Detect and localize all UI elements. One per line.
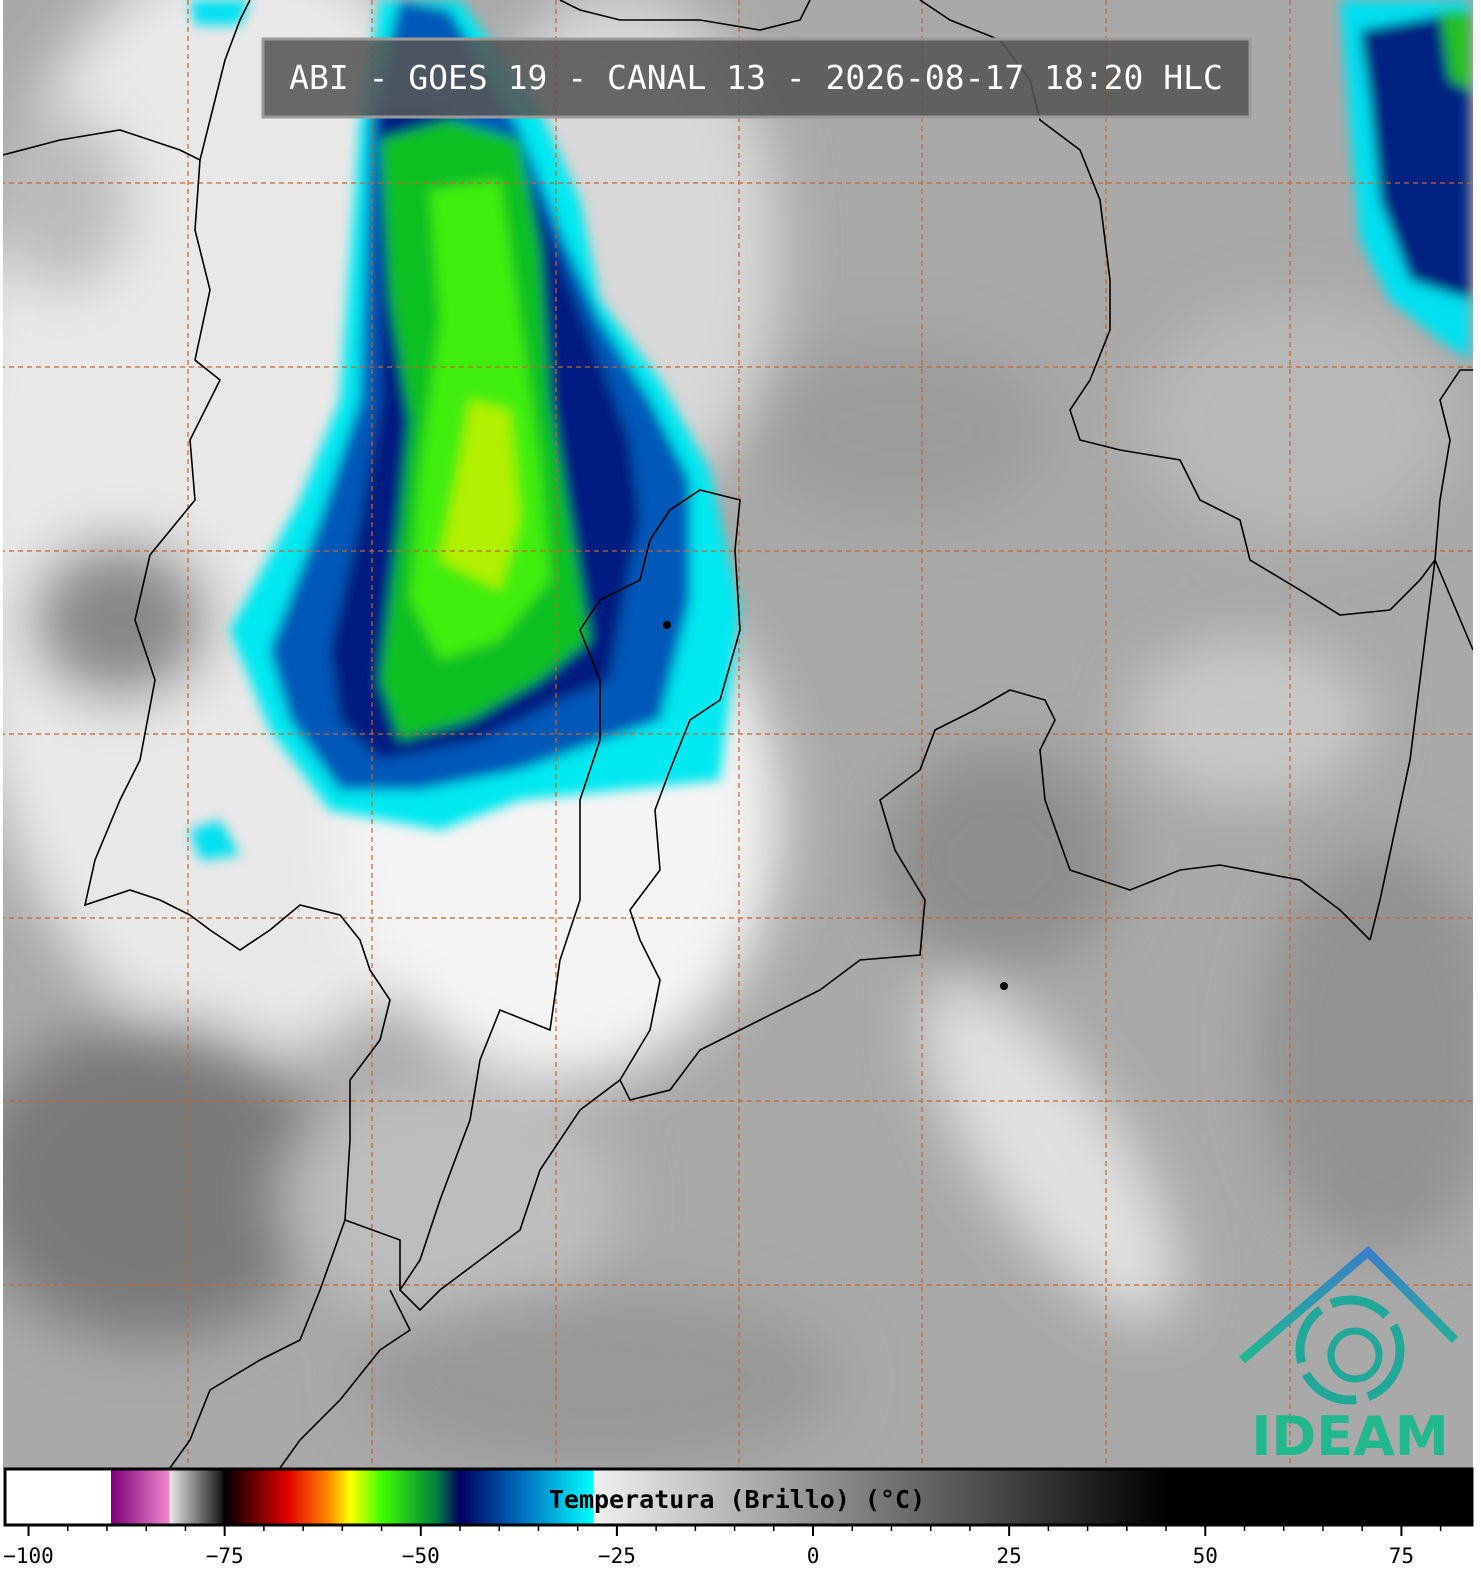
colorbar-fill: [3, 1467, 1474, 1527]
colorbar-label: Temperatura (Brillo) (°C): [549, 1485, 925, 1514]
tick-label: 50: [1193, 1544, 1218, 1568]
tick-label: 25: [997, 1544, 1022, 1568]
city-marker: [663, 621, 671, 629]
tick-label: −100: [3, 1544, 54, 1568]
tick-label: 75: [1389, 1544, 1414, 1568]
city-marker: [1000, 982, 1008, 990]
tick-label: 0: [807, 1544, 820, 1568]
tick-label: −75: [206, 1544, 244, 1568]
title: ABI - GOES 19 - CANAL 13 - 2026-08-17 18…: [289, 58, 1223, 97]
title-box: ABI - GOES 19 - CANAL 13 - 2026-08-17 18…: [261, 37, 1252, 119]
grid: [3, 0, 1473, 1468]
tick-label: −25: [598, 1544, 636, 1568]
colorbar: Temperatura (Brillo) (°C) −100 −75 −50 −25 0 2…: [3, 1467, 1474, 1568]
satellite-image: IDEAM: [3, 0, 1473, 1468]
logo: IDEAM: [1239, 1245, 1459, 1468]
borders: [3, 0, 1473, 1468]
tick-label: −50: [402, 1544, 440, 1568]
logo-text: IDEAM: [1251, 1405, 1448, 1468]
